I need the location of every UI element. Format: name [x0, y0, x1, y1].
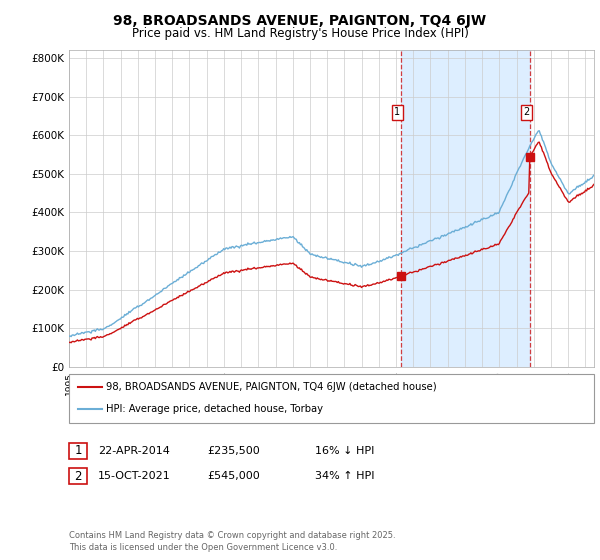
Text: 1: 1 — [394, 107, 401, 117]
Text: 2: 2 — [74, 469, 82, 483]
Bar — [401, 50, 530, 367]
Text: Price paid vs. HM Land Registry's House Price Index (HPI): Price paid vs. HM Land Registry's House … — [131, 27, 469, 40]
Text: 22-APR-2014: 22-APR-2014 — [98, 446, 170, 456]
Text: HPI: Average price, detached house, Torbay: HPI: Average price, detached house, Torb… — [106, 404, 323, 414]
Text: 15-OCT-2021: 15-OCT-2021 — [98, 471, 170, 481]
Text: £235,500: £235,500 — [207, 446, 260, 456]
Text: 1: 1 — [74, 444, 82, 458]
Text: 98, BROADSANDS AVENUE, PAIGNTON, TQ4 6JW (detached house): 98, BROADSANDS AVENUE, PAIGNTON, TQ4 6JW… — [106, 382, 437, 393]
Text: 98, BROADSANDS AVENUE, PAIGNTON, TQ4 6JW: 98, BROADSANDS AVENUE, PAIGNTON, TQ4 6JW — [113, 14, 487, 28]
Text: 16% ↓ HPI: 16% ↓ HPI — [315, 446, 374, 456]
Text: Contains HM Land Registry data © Crown copyright and database right 2025.
This d: Contains HM Land Registry data © Crown c… — [69, 531, 395, 552]
Text: 34% ↑ HPI: 34% ↑ HPI — [315, 471, 374, 481]
Text: 2: 2 — [523, 107, 529, 117]
Text: £545,000: £545,000 — [207, 471, 260, 481]
